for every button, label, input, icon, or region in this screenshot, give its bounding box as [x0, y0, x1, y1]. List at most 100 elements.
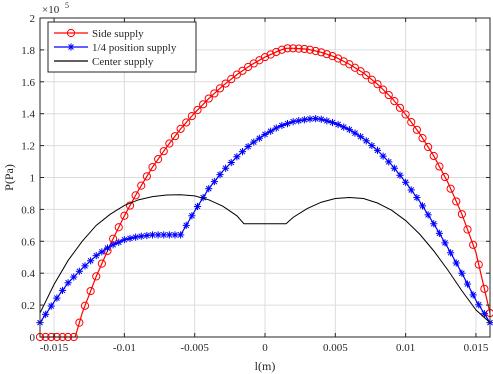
data-point	[227, 74, 236, 84]
data-point	[402, 178, 410, 186]
data-point	[328, 52, 337, 61]
y-tick-label: 1.4	[21, 109, 35, 121]
data-point	[407, 118, 416, 127]
data-point	[300, 44, 309, 54]
data-point	[413, 193, 421, 202]
data-point	[75, 267, 83, 275]
data-point	[277, 45, 286, 54]
data-point	[177, 231, 185, 239]
data-point	[97, 259, 106, 268]
data-point	[154, 155, 163, 164]
data-point	[170, 132, 180, 141]
series-line	[39, 194, 491, 324]
data-point	[452, 259, 460, 267]
legend-marker	[67, 43, 75, 51]
data-point	[452, 197, 461, 206]
data-point	[204, 94, 213, 103]
data-point	[221, 79, 230, 88]
data-point	[80, 301, 90, 310]
data-point	[396, 171, 404, 179]
data-point	[367, 75, 376, 84]
data-point	[109, 241, 117, 249]
data-point	[125, 201, 135, 210]
legend: Side supply 1/4 position supply Center sup…	[47, 21, 197, 73]
data-point	[154, 231, 162, 239]
data-point	[238, 148, 247, 156]
data-point	[250, 138, 258, 146]
data-point	[188, 212, 196, 220]
data-point	[373, 146, 382, 154]
data-point	[368, 142, 376, 150]
data-point	[216, 171, 224, 179]
data-point	[283, 119, 292, 128]
data-point	[182, 221, 190, 229]
data-point	[210, 178, 218, 186]
data-point	[199, 100, 208, 109]
data-point	[463, 280, 472, 288]
data-point	[322, 50, 331, 59]
data-point	[294, 44, 303, 53]
data-point	[260, 52, 270, 62]
data-point	[148, 163, 157, 172]
data-point	[278, 121, 286, 130]
data-point	[289, 44, 298, 53]
y-tick-label: 1.2	[21, 141, 35, 153]
data-point	[340, 123, 348, 131]
data-point	[137, 181, 146, 190]
data-point	[233, 153, 241, 161]
x-tick-label: 0	[262, 342, 268, 354]
data-point	[357, 133, 365, 141]
data-point	[385, 158, 393, 166]
data-point	[131, 191, 140, 200]
data-point	[351, 129, 359, 137]
data-point	[92, 252, 100, 260]
data-point	[272, 124, 280, 132]
data-point	[115, 238, 123, 246]
data-point	[379, 85, 388, 94]
y-exponent-power: 5	[65, 1, 69, 10]
data-point	[323, 117, 331, 125]
series-center-supply	[39, 194, 491, 324]
data-point	[317, 48, 326, 57]
data-point	[362, 71, 371, 80]
data-point	[266, 50, 275, 59]
data-point	[356, 67, 365, 76]
data-point	[81, 262, 89, 270]
data-point	[137, 232, 145, 240]
data-point	[261, 130, 269, 139]
data-point	[475, 301, 483, 309]
data-point	[47, 302, 55, 310]
data-point	[435, 162, 444, 171]
data-point	[312, 115, 320, 123]
data-point	[457, 210, 466, 219]
data-point	[193, 105, 202, 115]
data-point	[463, 225, 472, 234]
data-point	[126, 234, 134, 243]
data-point	[469, 240, 478, 249]
y-tick-label: 1	[30, 173, 36, 185]
y-tick-label: 0.4	[21, 268, 35, 280]
y-exponent-label: ×10 5	[42, 1, 69, 16]
data-point	[143, 231, 151, 240]
data-point	[435, 229, 443, 237]
data-point	[474, 260, 483, 269]
data-point	[446, 184, 455, 193]
data-point	[289, 118, 297, 126]
data-point	[430, 220, 438, 228]
data-point	[373, 80, 382, 89]
data-point	[159, 147, 168, 156]
data-point	[255, 134, 263, 142]
data-point	[401, 110, 410, 119]
data-point	[480, 310, 488, 318]
x-tick-label: -0.015	[40, 342, 69, 354]
y-exponent-base: ×10	[42, 4, 60, 16]
data-point	[142, 172, 151, 181]
data-point	[311, 46, 320, 56]
data-point	[132, 233, 140, 241]
data-point	[469, 291, 477, 299]
y-tick-label: 0	[30, 332, 36, 344]
data-point	[75, 318, 84, 327]
data-point	[418, 134, 427, 143]
data-point	[210, 89, 219, 98]
data-point	[205, 185, 213, 193]
